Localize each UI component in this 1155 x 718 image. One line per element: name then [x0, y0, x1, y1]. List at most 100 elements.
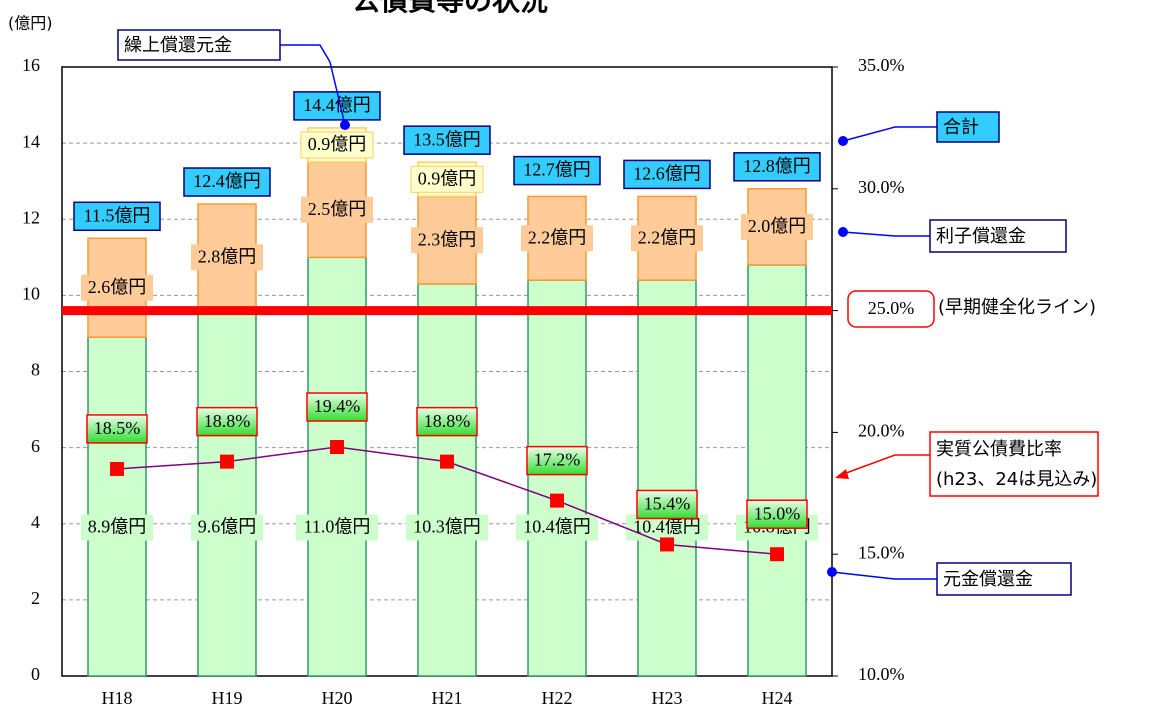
callout-line	[837, 454, 930, 477]
data-label-bg	[406, 514, 488, 541]
data-label: 2.0億円	[748, 216, 807, 236]
legend-label: 利子償還金	[936, 226, 1026, 247]
total-label-box	[183, 167, 271, 197]
ratio-label-box	[746, 499, 808, 529]
ratio-marker	[330, 440, 344, 455]
total-label: 13.5億円	[413, 129, 481, 149]
total-label: 11.5億円	[84, 205, 151, 225]
data-label-bg	[191, 244, 263, 271]
data-label: 0.9億円	[308, 134, 367, 154]
threshold-label: (早期健全化ライン)	[938, 297, 1096, 318]
ratio-label-box	[636, 489, 698, 520]
ratio-label-box	[416, 406, 478, 437]
data-label-bg	[301, 196, 373, 223]
ratio-marker	[550, 493, 564, 508]
legend-box	[936, 111, 1000, 143]
x-tick-label: H22	[542, 688, 573, 708]
y-tick-label: 10	[22, 284, 40, 304]
callout-dot	[340, 120, 350, 130]
bar-segment	[417, 283, 477, 677]
data-label-bg	[81, 274, 153, 301]
data-label: 10.4億円	[633, 517, 701, 537]
data-label: 11.0億円	[304, 517, 371, 537]
total-label-box	[403, 125, 491, 155]
data-label-bg	[191, 514, 263, 541]
data-label: 8.9億円	[88, 517, 147, 537]
total-label: 12.4億円	[193, 171, 261, 191]
callout-dot	[838, 227, 848, 237]
bar-segment	[197, 309, 257, 677]
bar-segment	[87, 336, 147, 677]
data-label-bg	[411, 227, 483, 254]
callout-line	[831, 571, 937, 580]
x-tick-label: H24	[762, 688, 793, 708]
ratio-marker	[440, 454, 454, 469]
ratio-label-box	[86, 414, 148, 444]
bar-segment	[637, 279, 697, 677]
total-label-box	[623, 159, 711, 190]
ratio-marker	[220, 454, 234, 469]
x-tick-label: H18	[102, 688, 133, 708]
y2-tick-label: 20.0%	[858, 421, 905, 441]
data-label-bg	[516, 514, 598, 541]
legend-label: 繰上償還元金	[124, 35, 232, 56]
ratio-label: 18.8%	[204, 411, 251, 431]
ratio-label: 17.2%	[534, 450, 581, 470]
data-label-bg	[521, 225, 593, 252]
data-label: 2.2億円	[638, 227, 697, 247]
callout-dot	[838, 136, 848, 146]
data-label: 2.8億円	[198, 246, 257, 266]
legend-box	[117, 29, 281, 61]
total-label: 12.7億円	[523, 160, 591, 180]
y-tick-label: 16	[22, 55, 40, 75]
callout-line	[280, 44, 346, 126]
legend-box	[929, 431, 1099, 497]
ratio-label: 18.8%	[424, 411, 471, 431]
x-tick-label: H23	[652, 688, 683, 708]
data-label-bg	[410, 165, 484, 193]
ratio-label-box	[306, 392, 368, 422]
data-label: 2.3億円	[418, 229, 477, 249]
data-label: 0.9億円	[418, 168, 477, 188]
x-tick-label: H21	[432, 688, 463, 708]
data-label: 10.4億円	[523, 517, 591, 537]
y2-tick-label: 15.0%	[858, 542, 905, 562]
data-label-bg	[81, 514, 153, 541]
y-tick-label: 0	[31, 664, 40, 684]
threshold-box	[847, 290, 935, 328]
callout-arrow	[835, 469, 849, 479]
ratio-marker	[110, 461, 124, 476]
total-label: 12.8億円	[743, 156, 811, 176]
y-axis-label: (億円)	[8, 14, 53, 33]
total-label-box	[733, 152, 821, 182]
bar-segment	[307, 256, 367, 677]
y2-tick-label: 35.0%	[858, 55, 905, 75]
legend-label: 実質公債費比率	[936, 439, 1062, 460]
y-tick-label: 2	[31, 588, 40, 608]
y-tick-label: 8	[31, 360, 40, 380]
bar-segment	[527, 279, 587, 677]
ratio-marker	[770, 547, 784, 562]
data-label: 2.6億円	[88, 277, 147, 297]
y-tick-label: 12	[22, 207, 40, 227]
ratio-label: 18.5%	[94, 418, 141, 438]
y-tick-label: 4	[31, 512, 40, 532]
data-label: 2.5億円	[308, 199, 367, 219]
callout-line	[842, 231, 930, 237]
legend-note: (h23、24は見込み)	[936, 469, 1097, 490]
total-label: 12.6億円	[633, 164, 701, 184]
callout-dot	[827, 567, 837, 577]
data-label-bg	[631, 225, 703, 252]
x-tick-label: H20	[322, 688, 353, 708]
total-label-box	[73, 201, 161, 232]
ratio-label: 19.4%	[314, 396, 361, 416]
legend-box	[929, 219, 1067, 253]
ratio-marker	[660, 537, 674, 552]
ratio-label: 15.0%	[754, 503, 801, 523]
data-label-bg	[300, 131, 374, 159]
data-label-bg	[741, 213, 813, 240]
callout-line	[842, 126, 937, 142]
legend-box	[936, 562, 1072, 596]
ratio-label: 15.4%	[644, 494, 691, 514]
